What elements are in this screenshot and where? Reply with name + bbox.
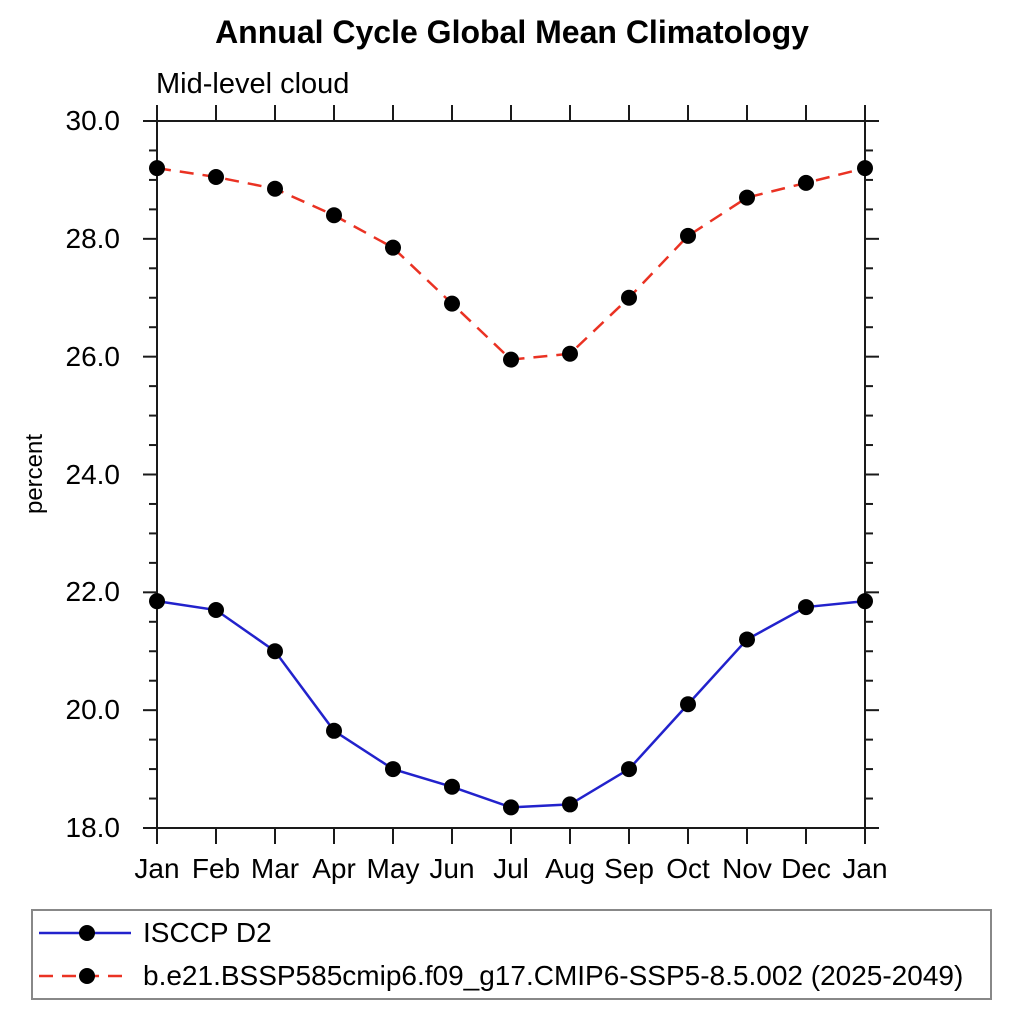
x-tick-label: Dec	[781, 853, 831, 884]
y-tick-label: 28.0	[65, 222, 121, 254]
x-tick-label: Jun	[429, 853, 475, 884]
data-point-marker	[385, 761, 401, 778]
data-point-marker	[739, 631, 755, 648]
data-point-marker	[503, 351, 519, 368]
plot-frame	[156, 120, 866, 829]
data-point-marker	[739, 189, 755, 206]
legend-label: ISCCP D2	[143, 916, 272, 948]
data-point-marker	[680, 227, 696, 244]
data-point-marker	[149, 160, 165, 177]
data-point-marker	[208, 168, 224, 185]
x-tick-label: Feb	[191, 853, 241, 884]
data-point-marker	[444, 295, 460, 312]
y-tick-label: 24.0	[65, 458, 121, 490]
x-tick-label: Mar	[250, 853, 300, 884]
data-point-marker	[798, 599, 814, 616]
data-point-marker	[326, 207, 342, 224]
legend-item-model: b.e21.BSSP585cmip6.f09_g17.CMIP6-SSP5-8.…	[33, 955, 990, 999]
series-line-1	[156, 166, 866, 361]
x-tick-label: Jan	[842, 853, 888, 884]
data-point-marker	[267, 643, 283, 660]
data-point-marker	[444, 778, 460, 795]
legend-sample-line-1	[39, 968, 131, 985]
y-tick-label: 20.0	[65, 694, 121, 726]
data-point-marker	[621, 761, 637, 778]
y-tick-label: 30.0	[65, 105, 121, 136]
x-tick-label: Sep	[604, 853, 654, 884]
data-point-marker	[503, 799, 519, 816]
data-point-marker	[149, 593, 165, 610]
chart-subtitle: Mid-level cloud	[156, 68, 350, 100]
data-point-marker	[562, 345, 578, 362]
legend-box: ISCCP D2 b.e21.BSSP585cmip6.f09_g17.CMIP…	[31, 909, 992, 1000]
legend-marker-dot	[79, 968, 95, 985]
x-tick-label: Jan	[134, 853, 180, 884]
data-point-marker	[680, 696, 696, 713]
y-tick-label: 26.0	[65, 340, 121, 372]
x-tick-label: Jul	[493, 853, 529, 884]
data-point-marker	[798, 174, 814, 191]
data-point-marker	[562, 796, 578, 813]
y-tick-label: 22.0	[65, 576, 121, 608]
data-point-marker	[326, 722, 342, 739]
legend-marker-dot	[79, 924, 95, 941]
legend-item-isccp: ISCCP D2	[33, 911, 990, 955]
x-tick-label: Aug	[545, 853, 595, 884]
data-point-marker	[385, 239, 401, 256]
data-point-marker	[267, 180, 283, 197]
data-point-marker	[208, 602, 224, 619]
data-point-marker	[857, 593, 873, 610]
legend-sample-line-0	[39, 924, 131, 941]
data-point-marker	[857, 160, 873, 177]
x-tick-label: May	[366, 853, 420, 884]
x-tick-label: Apr	[312, 853, 356, 884]
chart-title: Annual Cycle Global Mean Climatology	[215, 14, 809, 50]
y-tick-label: 18.0	[65, 812, 121, 843]
x-tick-label: Nov	[722, 853, 772, 884]
series-line-0	[156, 599, 866, 809]
data-point-marker	[621, 289, 637, 306]
x-tick-label: Oct	[666, 853, 710, 884]
legend-label: b.e21.BSSP585cmip6.f09_g17.CMIP6-SSP5-8.…	[143, 960, 964, 992]
